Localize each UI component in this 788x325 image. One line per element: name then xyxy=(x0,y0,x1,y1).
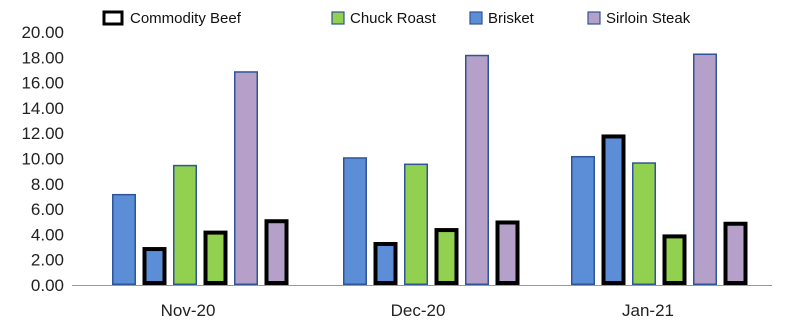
y-tick-label: 16.00 xyxy=(21,74,64,93)
y-tick-label: 0.00 xyxy=(31,276,64,295)
bar-jan-21-2 xyxy=(601,134,626,285)
legend-swatch xyxy=(331,11,345,25)
legend-label: Commodity Beef xyxy=(130,10,242,27)
bar-nov-20-6 xyxy=(264,219,289,285)
y-tick-label: 18.00 xyxy=(21,48,64,67)
y-tick-label: 10.00 xyxy=(21,150,64,169)
bar-nov-20-3 xyxy=(173,164,197,285)
legend-label: Chuck Roast xyxy=(350,10,437,27)
legend-swatch xyxy=(102,10,124,26)
bar-jan-21-4 xyxy=(662,234,687,285)
y-tick-label: 6.00 xyxy=(31,200,64,219)
bar-nov-20-4 xyxy=(203,230,228,285)
bar-nov-20-2 xyxy=(142,247,167,286)
bar-nov-20-1 xyxy=(112,193,136,285)
y-axis: 0.00 2.00 4.00 6.00 8.00 10.00 12.00 14.00 16.00… xyxy=(21,23,64,295)
bar-jan-21-3 xyxy=(632,162,656,285)
bar-jan-21-1 xyxy=(571,155,595,285)
legend-swatch xyxy=(587,11,601,25)
y-tick-label: 2.00 xyxy=(31,251,64,270)
y-tick-label: 8.00 xyxy=(31,175,64,194)
bar-dec-20-4 xyxy=(434,228,459,285)
bar-dec-20-2 xyxy=(373,241,398,286)
y-tick-label: 4.00 xyxy=(31,225,64,244)
y-tick-label: 14.00 xyxy=(21,99,64,118)
bars xyxy=(112,53,748,286)
bar-jan-21-6 xyxy=(723,221,748,285)
bar-dec-20-6 xyxy=(495,220,520,285)
x-tick-label: Jan-21 xyxy=(622,301,674,320)
y-tick-label: 20.00 xyxy=(21,23,64,42)
legend: Commodity Beef Chuck Roast Brisket Sirloin … xyxy=(102,10,691,27)
legend-label: Brisket xyxy=(488,10,535,27)
bar-dec-20-3 xyxy=(404,163,428,285)
x-tick-label: Nov-20 xyxy=(161,301,216,320)
legend-swatch xyxy=(469,11,483,25)
bar-dec-20-5 xyxy=(465,54,489,285)
bar-jan-21-5 xyxy=(693,53,717,285)
x-tick-label: Dec-20 xyxy=(391,301,446,320)
y-tick-label: 12.00 xyxy=(21,124,64,143)
bar-dec-20-1 xyxy=(343,157,367,285)
bar-nov-20-5 xyxy=(234,71,258,285)
legend-label: Sirloin Steak xyxy=(606,10,691,27)
x-axis: Nov-20 Dec-20 Jan-21 xyxy=(72,285,772,320)
